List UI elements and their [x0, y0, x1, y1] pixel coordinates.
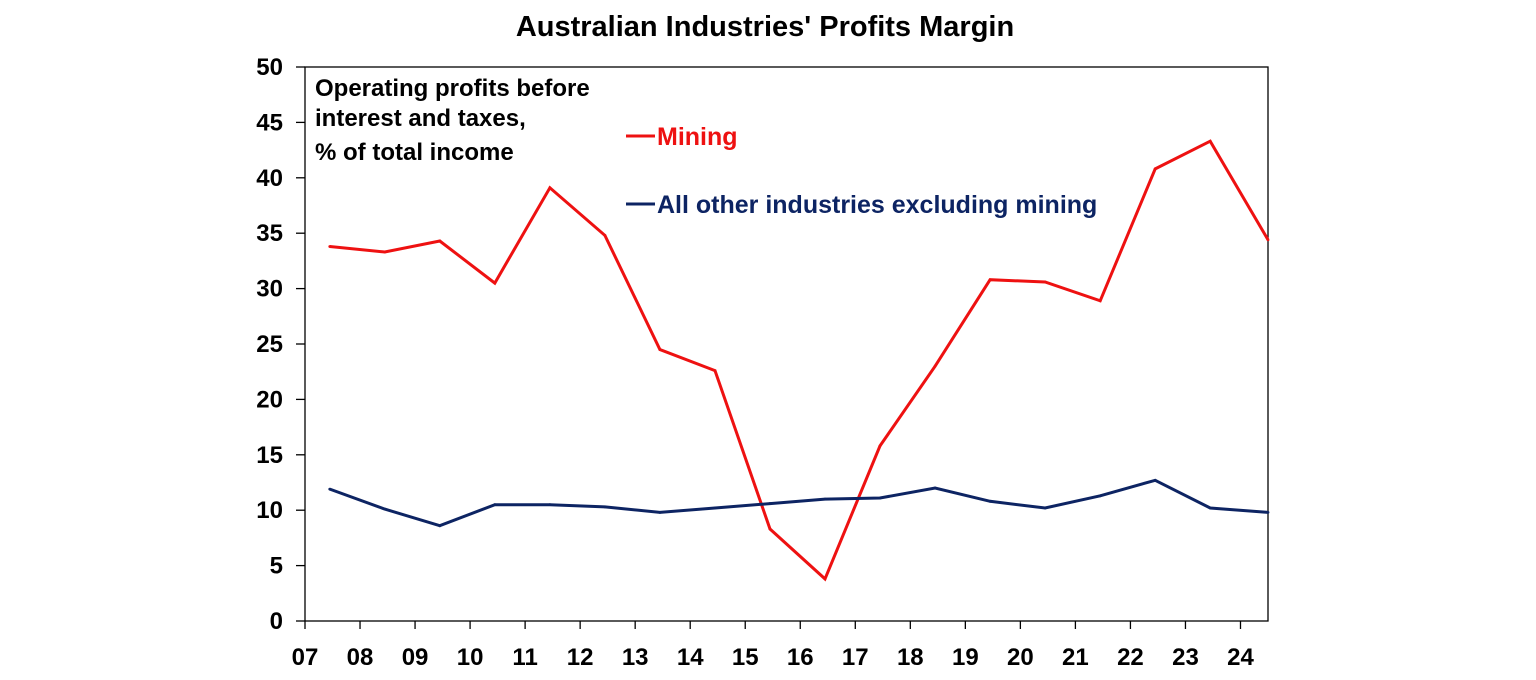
- x-tick-label: 12: [567, 644, 594, 671]
- data-point: [933, 364, 937, 368]
- data-point: [823, 497, 827, 501]
- data-point: [1153, 167, 1157, 171]
- annotation-line-3: % of total income: [315, 139, 514, 166]
- data-point: [1098, 299, 1102, 303]
- data-point: [768, 502, 772, 505]
- data-point: [1266, 511, 1270, 514]
- data-point: [1043, 280, 1047, 284]
- data-point: [658, 348, 662, 351]
- legend-label: All other industries excluding mining: [657, 191, 1097, 219]
- data-point: [438, 524, 442, 528]
- x-tick-label: 09: [402, 644, 429, 671]
- data-point: [548, 503, 552, 507]
- data-point: [768, 527, 772, 531]
- y-tick-label: 15: [256, 442, 283, 469]
- x-tick-label: 19: [952, 644, 979, 671]
- series-line: [329, 139, 1270, 582]
- annotation-line-2: interest and taxes,: [315, 105, 526, 132]
- series-layer: [328, 139, 1270, 582]
- data-point: [658, 511, 662, 514]
- x-tick-label: 08: [347, 644, 374, 671]
- data-point: [878, 496, 882, 500]
- data-point: [493, 503, 497, 507]
- y-tick-label: 40: [256, 165, 283, 192]
- y-tick-label: 10: [256, 497, 283, 524]
- x-tick-label: 17: [842, 644, 869, 671]
- y-tick-label: 50: [256, 54, 283, 81]
- y-tick-label: 25: [256, 331, 283, 358]
- legend: Mining All other industries excluding min…: [626, 123, 1097, 219]
- x-tick-label: 18: [897, 644, 924, 671]
- data-point: [1043, 506, 1047, 510]
- chart-title: Australian Industries' Profits Margin: [516, 11, 1014, 43]
- x-tick-label: 24: [1227, 644, 1254, 671]
- series-0: [328, 139, 1270, 582]
- y-tick-label: 45: [256, 109, 283, 136]
- data-point: [383, 250, 387, 254]
- x-tick-label: 14: [677, 644, 704, 671]
- x-tick-label: 15: [732, 644, 759, 671]
- data-point: [328, 245, 332, 248]
- data-point: [1208, 506, 1212, 510]
- data-point: [823, 577, 827, 581]
- annotation-line-1: Operating profits before: [315, 75, 590, 102]
- data-point: [713, 506, 717, 510]
- x-tick-label: 20: [1007, 644, 1034, 671]
- data-point: [438, 239, 442, 243]
- y-tick-label: 0: [270, 608, 283, 635]
- series-1: [328, 478, 1270, 528]
- y-tick-label: 30: [256, 276, 283, 303]
- data-point: [988, 278, 992, 282]
- x-tick-label: 07: [292, 644, 319, 671]
- data-point: [1266, 238, 1270, 242]
- x-tick-label: 22: [1117, 644, 1144, 671]
- data-point: [1208, 139, 1212, 143]
- x-tick-label: 21: [1062, 644, 1089, 671]
- x-tick-label: 16: [787, 644, 814, 671]
- data-point: [933, 486, 937, 490]
- series-line: [329, 478, 1269, 528]
- data-point: [548, 186, 552, 190]
- data-point: [328, 487, 332, 491]
- y-tick-label: 20: [256, 386, 283, 413]
- data-point: [1153, 478, 1157, 482]
- data-point: [988, 499, 992, 503]
- data-point: [493, 281, 497, 285]
- data-point: [383, 507, 387, 511]
- y-tick-label: 5: [270, 553, 283, 580]
- annotation-text: Operating profits before interest and ta…: [315, 75, 590, 166]
- x-tick-label: 10: [457, 644, 484, 671]
- y-axis: 0 5 10 15 20 25 30 35 40 45 50: [256, 54, 305, 635]
- data-point: [603, 234, 607, 237]
- x-axis: 07 08 09 10 11 12 13 14 15 16 17 18 19 20 21 22 23 24: [292, 621, 1254, 671]
- data-point: [1098, 494, 1102, 498]
- legend-label: Mining: [657, 123, 738, 151]
- x-tick-label: 13: [622, 644, 649, 671]
- data-point: [603, 505, 607, 509]
- x-tick-label: 11: [512, 644, 537, 671]
- y-tick-label: 35: [256, 220, 283, 247]
- x-tick-label: 23: [1172, 644, 1199, 671]
- data-point: [878, 444, 882, 448]
- data-point: [713, 369, 717, 372]
